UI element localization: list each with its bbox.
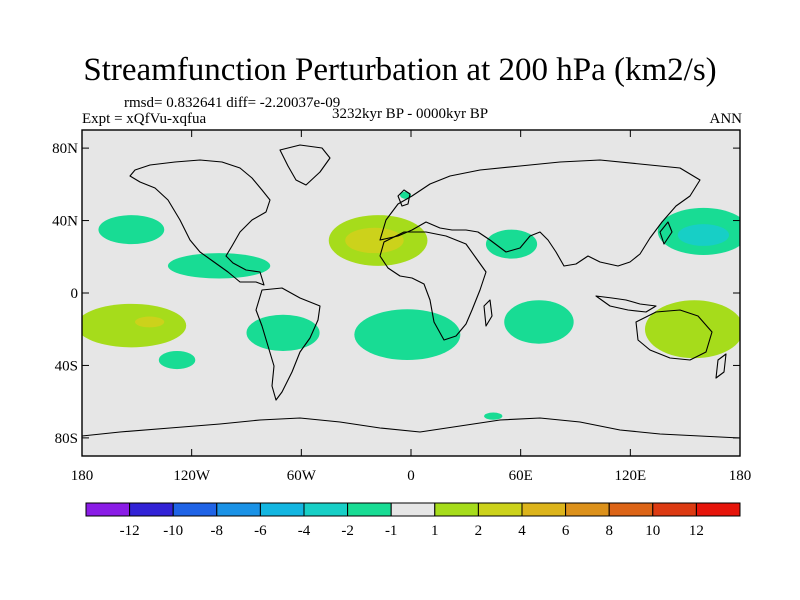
y-tick-label: 40N bbox=[52, 214, 78, 230]
colorbar-swatch bbox=[347, 502, 392, 517]
colorbar-swatch bbox=[608, 502, 654, 517]
colorbar-label: 8 bbox=[605, 523, 613, 539]
colorbar-swatch bbox=[521, 502, 567, 517]
colorbar-label: 4 bbox=[518, 523, 526, 539]
colorbar: -12 -10 -8 -6 -4 -2 -1 1 2 4 6 8 10 12 bbox=[85, 502, 741, 539]
y-tick-label: 80S bbox=[55, 431, 78, 447]
y-tick-label: 80N bbox=[52, 141, 78, 157]
region-nw-pacific-neg-core bbox=[677, 224, 730, 246]
coastline-north-america bbox=[129, 159, 271, 286]
region-n-atlantic-pos-core bbox=[345, 227, 404, 254]
coastline-australia bbox=[635, 309, 713, 361]
x-tick-label: 60W bbox=[287, 468, 317, 484]
coastline-south-america bbox=[255, 287, 321, 401]
region-s-pacific-pos bbox=[82, 303, 187, 348]
chart-title: Streamfunction Perturbation at 200 hPa (… bbox=[83, 52, 717, 88]
x-tick-label: 120E bbox=[614, 468, 646, 484]
colorbar-label: -2 bbox=[341, 523, 354, 539]
region-australia-pos bbox=[644, 300, 740, 359]
region-s-pacific-neg bbox=[158, 350, 196, 370]
coastline-greenland bbox=[279, 144, 331, 186]
colorbar-label: -10 bbox=[163, 523, 183, 539]
colorbar-label: -1 bbox=[385, 523, 398, 539]
colorbar-swatch bbox=[172, 502, 218, 517]
x-tick-label: 180 bbox=[729, 468, 752, 484]
colorbar-swatch bbox=[85, 502, 131, 517]
colorbar-swatch bbox=[477, 502, 523, 517]
colorbar-swatch bbox=[695, 502, 741, 517]
region-indian-neg bbox=[504, 300, 574, 344]
colorbar-label: -4 bbox=[298, 523, 311, 539]
experiment-label: Expt = xQfVu-xqfua bbox=[82, 111, 207, 127]
colorbar-swatch bbox=[652, 502, 697, 517]
region-s-pacific-pos-core bbox=[135, 316, 165, 328]
coastlines bbox=[82, 144, 740, 439]
coastline-new-zealand bbox=[715, 353, 727, 379]
colorbar-label: 12 bbox=[689, 523, 704, 539]
coastline-eurasia bbox=[379, 159, 701, 267]
colorbar-swatch bbox=[434, 502, 479, 517]
x-tick-label: 120W bbox=[173, 468, 211, 484]
coastline-uk bbox=[397, 189, 411, 207]
region-s-america-neg bbox=[246, 314, 320, 351]
region-arabia-neg bbox=[485, 229, 538, 259]
x-tick-label: 0 bbox=[407, 468, 415, 484]
season-label: ANN bbox=[709, 111, 743, 127]
coastline-madagascar bbox=[483, 299, 493, 327]
colorbar-swatch bbox=[129, 502, 174, 517]
region-s-atlantic-neg bbox=[354, 309, 461, 361]
map-background bbox=[82, 130, 740, 456]
stats-line: rmsd= 0.832641 diff= -2.20037e-09 bbox=[124, 95, 341, 111]
colorbar-swatch bbox=[259, 502, 305, 517]
colorbar-label: -12 bbox=[120, 523, 140, 539]
coastline-japan bbox=[659, 221, 673, 245]
x-tick-label: 60E bbox=[509, 468, 533, 484]
colorbar-label: 6 bbox=[562, 523, 570, 539]
coastline-indonesia bbox=[595, 295, 657, 313]
colorbar-swatch bbox=[216, 502, 261, 517]
coastline-antarctica bbox=[82, 417, 740, 439]
x-tick-label: 180 bbox=[71, 468, 94, 484]
period-label: 3232kyr BP - 0000kyr BP bbox=[331, 106, 489, 122]
region-antarctic-neg bbox=[484, 412, 503, 420]
y-tick-label: 40S bbox=[55, 358, 78, 374]
colorbar-label: 10 bbox=[645, 523, 660, 539]
colorbar-swatch bbox=[390, 502, 436, 517]
colorbar-label: 2 bbox=[475, 523, 483, 539]
colorbar-swatch bbox=[303, 502, 349, 517]
colorbar-label: -6 bbox=[254, 523, 267, 539]
colorbar-label: -8 bbox=[211, 523, 224, 539]
region-n-pacific-neg bbox=[98, 215, 165, 245]
axis-ticks bbox=[81, 130, 741, 456]
axis-tick-labels: 180 120W 60W 0 60E 120E 180 80N 40N 0 40S 80S bbox=[52, 141, 751, 484]
colorbar-swatch bbox=[565, 502, 610, 517]
y-tick-label: 0 bbox=[71, 286, 79, 302]
colorbar-label: 1 bbox=[431, 523, 439, 539]
coastline-africa bbox=[379, 231, 487, 341]
